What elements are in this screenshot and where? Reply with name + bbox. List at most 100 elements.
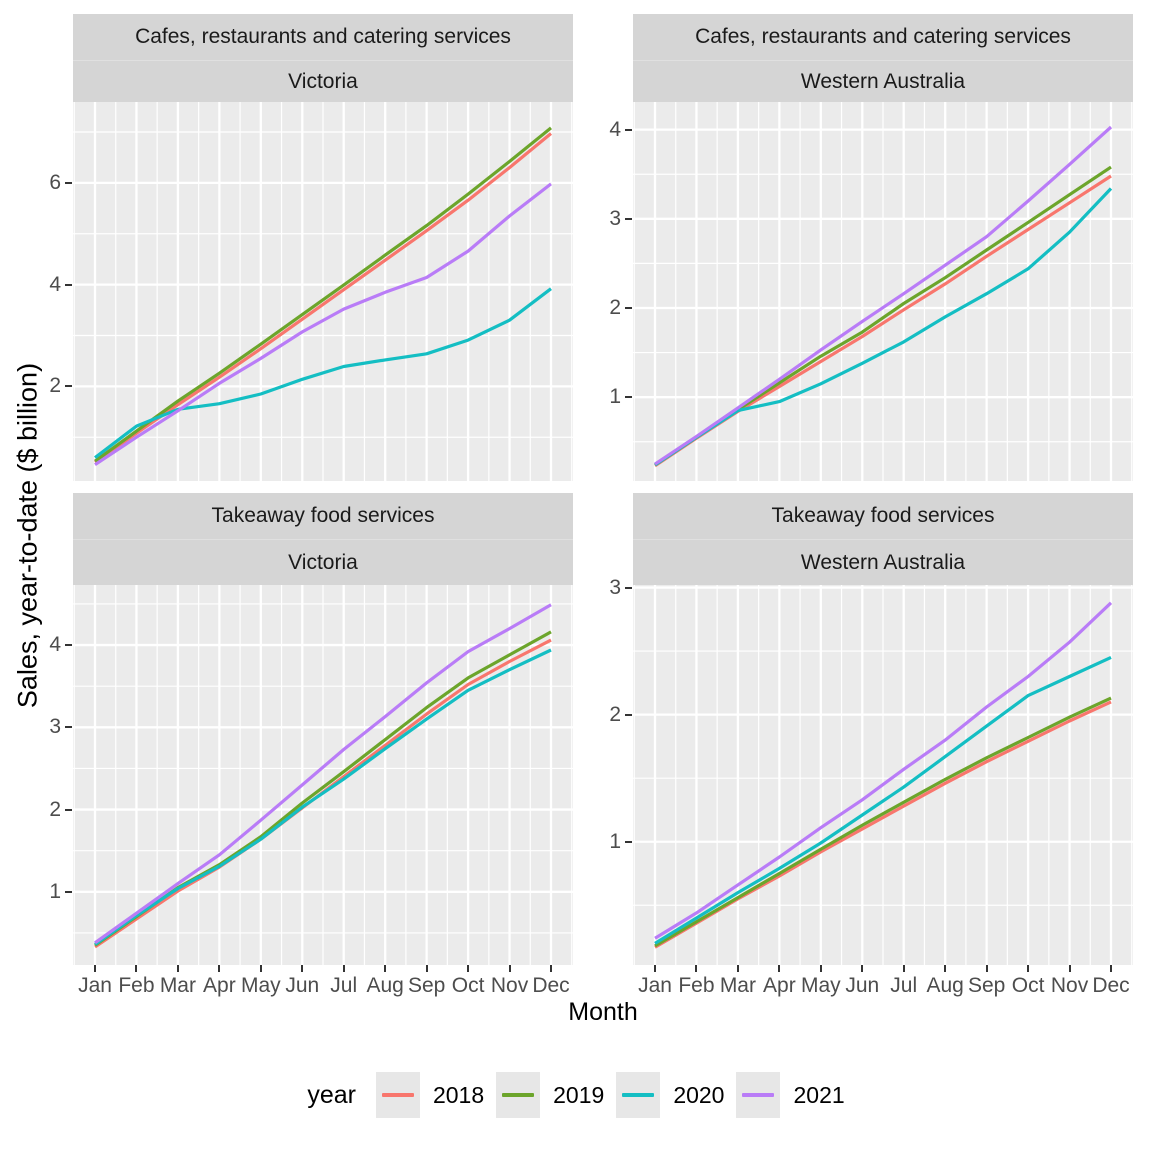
panel-plot xyxy=(73,585,573,965)
y-tick-label: 1 xyxy=(609,829,621,853)
series-line-2020 xyxy=(94,287,552,459)
panel-plot xyxy=(633,585,1133,965)
panel-cafes-victoria xyxy=(73,102,573,481)
legend-line-icon xyxy=(742,1093,775,1097)
legend-line-icon xyxy=(622,1093,655,1097)
x-tick-label: Jul xyxy=(330,974,358,997)
x-tick-label: Jul xyxy=(890,974,918,997)
panel-takeaway-western-australia xyxy=(633,585,1133,965)
x-tick-mark xyxy=(736,965,739,972)
x-tick-label: Jan xyxy=(78,974,112,997)
x-tick-mark xyxy=(654,965,656,972)
y-tick-label: 3 xyxy=(49,715,61,739)
y-tick-mark xyxy=(65,644,72,647)
legend-item-2020: 2020 xyxy=(616,1072,724,1118)
x-tick-label: Sep xyxy=(967,974,1006,997)
y-tick-label: 2 xyxy=(609,702,621,726)
y-tick-mark xyxy=(65,283,72,286)
series-line-2019 xyxy=(654,696,1112,948)
x-tick-mark xyxy=(944,965,947,972)
x-tick-label: May xyxy=(800,974,841,997)
x-tick-mark xyxy=(342,965,345,972)
x-tick-label: Jun xyxy=(845,974,880,997)
x-tick-mark xyxy=(467,965,470,972)
legend-item-2018: 2018 xyxy=(375,1072,485,1118)
legend-line-icon xyxy=(381,1093,414,1097)
y-tick-label: 4 xyxy=(49,633,61,657)
x-tick-label: Apr xyxy=(203,974,236,997)
x-axis-title: Month xyxy=(568,998,638,1026)
x-tick-label: Jan xyxy=(638,974,672,997)
legend-item-2021: 2021 xyxy=(736,1072,845,1118)
x-tick-mark xyxy=(301,965,304,972)
x-tick-label: Dec xyxy=(532,974,570,997)
series-line-2019 xyxy=(94,126,553,463)
x-tick-label: Mar xyxy=(719,974,756,997)
series-line-2018 xyxy=(94,132,553,464)
facet-strip-state-bottom-left: Victoria xyxy=(73,539,573,586)
x-tick-mark xyxy=(819,965,822,972)
legend: year 2018 2019 2020 2021 xyxy=(0,1072,1152,1118)
series-line-2021 xyxy=(654,125,1113,466)
x-tick-mark xyxy=(176,965,179,972)
y-tick-label: 2 xyxy=(609,295,621,319)
x-tick-label: Feb xyxy=(118,974,155,997)
x-tick-mark xyxy=(218,965,221,972)
x-tick-mark xyxy=(861,965,864,972)
x-tick-label: May xyxy=(240,974,281,997)
y-tick-mark xyxy=(625,713,632,716)
panel-plot xyxy=(73,102,573,481)
x-tick-label: Feb xyxy=(678,974,715,997)
series-line-2021 xyxy=(654,601,1113,940)
x-tick-mark xyxy=(508,965,511,972)
legend-key-2019 xyxy=(496,1072,541,1118)
series-line-2020 xyxy=(654,655,1112,945)
legend-line-icon xyxy=(502,1093,535,1097)
y-tick-mark xyxy=(65,181,72,184)
x-tick-label: Oct xyxy=(1011,974,1045,997)
legend-label-2019: 2019 xyxy=(553,1081,605,1108)
panel-takeaway-victoria xyxy=(73,585,573,965)
y-tick-label: 4 xyxy=(49,272,61,296)
y-tick-mark xyxy=(625,128,632,131)
legend-key-2020 xyxy=(616,1072,661,1118)
x-tick-label: Nov xyxy=(1050,974,1089,997)
x-tick-mark xyxy=(259,965,262,972)
x-tick-mark xyxy=(985,965,988,972)
x-tick-mark xyxy=(1027,965,1030,972)
x-tick-label: Dec xyxy=(1092,974,1130,997)
legend-title: year xyxy=(307,1080,356,1109)
x-tick-mark xyxy=(1068,965,1071,972)
legend-key-2021 xyxy=(736,1072,781,1118)
x-tick-mark xyxy=(550,965,552,972)
x-tick-label: Sep xyxy=(407,974,446,997)
facet-strip-industry-top-right: Cafes, restaurants and catering services xyxy=(633,14,1133,60)
series-line-2020 xyxy=(654,187,1113,467)
y-tick-label: 6 xyxy=(49,170,61,194)
facet-strip-state-bottom-right: Western Australia xyxy=(633,539,1133,586)
legend-item-2019: 2019 xyxy=(496,1072,604,1118)
series-line-2021 xyxy=(94,182,552,467)
y-tick-mark xyxy=(625,840,632,843)
legend-label-2018: 2018 xyxy=(432,1081,485,1108)
x-tick-mark xyxy=(384,965,387,972)
legend-key-2018 xyxy=(375,1072,420,1118)
y-tick-mark xyxy=(625,586,632,589)
y-tick-mark xyxy=(625,217,632,220)
x-tick-mark xyxy=(695,965,698,972)
x-tick-mark xyxy=(778,965,781,972)
series-line-2021 xyxy=(94,603,552,945)
y-tick-label: 3 xyxy=(609,575,621,599)
y-tick-label: 2 xyxy=(49,374,61,398)
y-tick-label: 2 xyxy=(49,797,61,821)
x-tick-label: Aug xyxy=(926,974,964,997)
x-tick-mark xyxy=(135,965,138,972)
legend-label-2021: 2021 xyxy=(793,1081,845,1108)
x-tick-label: Apr xyxy=(763,974,796,997)
x-tick-label: Nov xyxy=(490,974,529,997)
facet-strip-state-top-left: Victoria xyxy=(73,60,573,103)
facet-strip-industry-top-left: Cafes, restaurants and catering services xyxy=(73,14,573,60)
x-tick-mark xyxy=(1110,965,1112,972)
y-tick-mark xyxy=(625,396,632,399)
